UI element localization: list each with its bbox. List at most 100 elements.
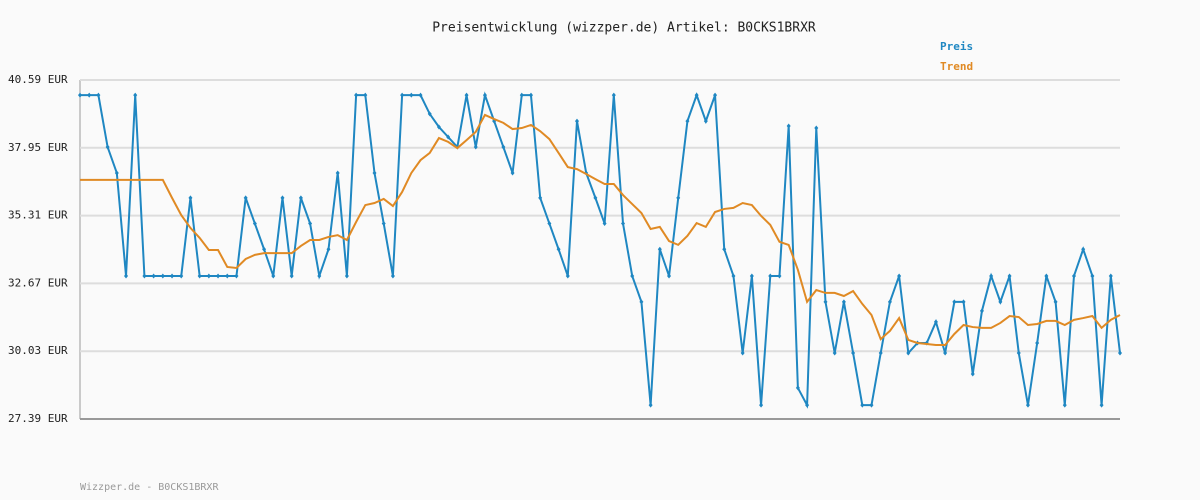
data-point bbox=[335, 170, 340, 176]
data-point bbox=[814, 125, 819, 131]
data-point bbox=[381, 221, 386, 227]
data-point bbox=[952, 299, 957, 305]
y-tick-label: 27.39 EUR bbox=[8, 412, 68, 425]
data-point bbox=[593, 195, 598, 201]
data-point bbox=[528, 92, 533, 98]
data-point bbox=[1025, 402, 1030, 408]
data-point bbox=[943, 350, 948, 356]
data-point bbox=[78, 92, 82, 98]
data-point bbox=[1053, 299, 1058, 305]
data-point bbox=[151, 273, 156, 279]
data-point bbox=[832, 350, 837, 356]
data-point bbox=[1016, 350, 1021, 356]
data-point bbox=[887, 299, 892, 305]
data-point bbox=[1071, 273, 1076, 279]
data-point bbox=[1044, 273, 1049, 279]
data-point bbox=[142, 273, 147, 279]
data-point bbox=[694, 92, 699, 98]
data-point bbox=[519, 92, 524, 98]
data-point bbox=[252, 221, 257, 227]
data-point bbox=[308, 221, 313, 227]
data-point bbox=[621, 221, 626, 227]
data-point bbox=[805, 402, 810, 408]
data-point bbox=[731, 273, 736, 279]
data-point bbox=[998, 299, 1003, 305]
data-point bbox=[1118, 350, 1122, 356]
data-point bbox=[667, 273, 672, 279]
data-point bbox=[851, 350, 856, 356]
data-point bbox=[372, 170, 377, 176]
data-point bbox=[823, 299, 828, 305]
series-line bbox=[80, 113, 1121, 347]
data-point bbox=[722, 246, 727, 252]
data-point bbox=[1007, 273, 1012, 279]
data-point bbox=[897, 273, 902, 279]
data-point bbox=[1062, 402, 1067, 408]
data-point bbox=[630, 273, 635, 279]
data-point bbox=[363, 92, 368, 98]
data-point bbox=[556, 246, 561, 252]
data-point bbox=[326, 246, 331, 252]
data-point bbox=[234, 273, 239, 279]
data-point bbox=[344, 273, 349, 279]
data-point bbox=[676, 195, 681, 201]
data-point bbox=[749, 273, 754, 279]
data-point bbox=[87, 92, 92, 98]
data-point bbox=[464, 92, 469, 98]
data-point bbox=[989, 273, 994, 279]
y-tick-label: 37.95 EUR bbox=[8, 141, 68, 154]
data-point bbox=[501, 144, 506, 150]
data-point bbox=[418, 92, 423, 98]
data-point bbox=[105, 144, 110, 150]
footer: Wizzper.de - B0CKS1BRXR bbox=[80, 482, 219, 493]
data-point bbox=[538, 195, 543, 201]
data-point bbox=[510, 170, 515, 176]
data-point bbox=[354, 92, 359, 98]
data-point bbox=[740, 350, 745, 356]
data-point bbox=[933, 319, 938, 325]
data-point bbox=[482, 92, 487, 98]
data-point bbox=[961, 299, 966, 305]
data-point bbox=[427, 111, 432, 117]
data-point bbox=[713, 92, 718, 98]
data-point bbox=[860, 402, 865, 408]
data-point bbox=[841, 299, 846, 305]
data-point bbox=[979, 308, 984, 314]
data-point bbox=[317, 273, 322, 279]
data-point bbox=[768, 273, 773, 279]
data-point bbox=[639, 299, 644, 305]
data-point bbox=[124, 273, 129, 279]
data-point bbox=[271, 273, 276, 279]
data-point bbox=[657, 246, 662, 252]
chart-title: Preisentwicklung (wizzper.de) Artikel: B… bbox=[432, 21, 816, 36]
data-point bbox=[436, 124, 441, 130]
data-point bbox=[114, 170, 119, 176]
data-point bbox=[795, 385, 800, 391]
data-point bbox=[1081, 246, 1086, 252]
data-point bbox=[179, 273, 184, 279]
data-point bbox=[703, 118, 708, 124]
data-point bbox=[547, 221, 552, 227]
data-point bbox=[446, 134, 451, 140]
data-point bbox=[473, 144, 478, 150]
data-point bbox=[786, 123, 791, 129]
data-point bbox=[1035, 340, 1040, 346]
data-point bbox=[160, 273, 165, 279]
data-point bbox=[1108, 273, 1113, 279]
data-point bbox=[648, 402, 653, 408]
data-point bbox=[759, 402, 764, 408]
data-point bbox=[878, 350, 883, 356]
data-point bbox=[225, 273, 230, 279]
y-tick-label: 32.67 EUR bbox=[8, 276, 68, 289]
data-point bbox=[869, 402, 874, 408]
data-point bbox=[602, 221, 607, 227]
legend-label: Preis bbox=[940, 40, 973, 53]
data-point bbox=[390, 273, 395, 279]
data-point bbox=[170, 273, 175, 279]
data-point bbox=[611, 92, 616, 98]
data-point bbox=[777, 273, 782, 279]
data-point bbox=[565, 273, 570, 279]
data-point bbox=[409, 92, 414, 98]
